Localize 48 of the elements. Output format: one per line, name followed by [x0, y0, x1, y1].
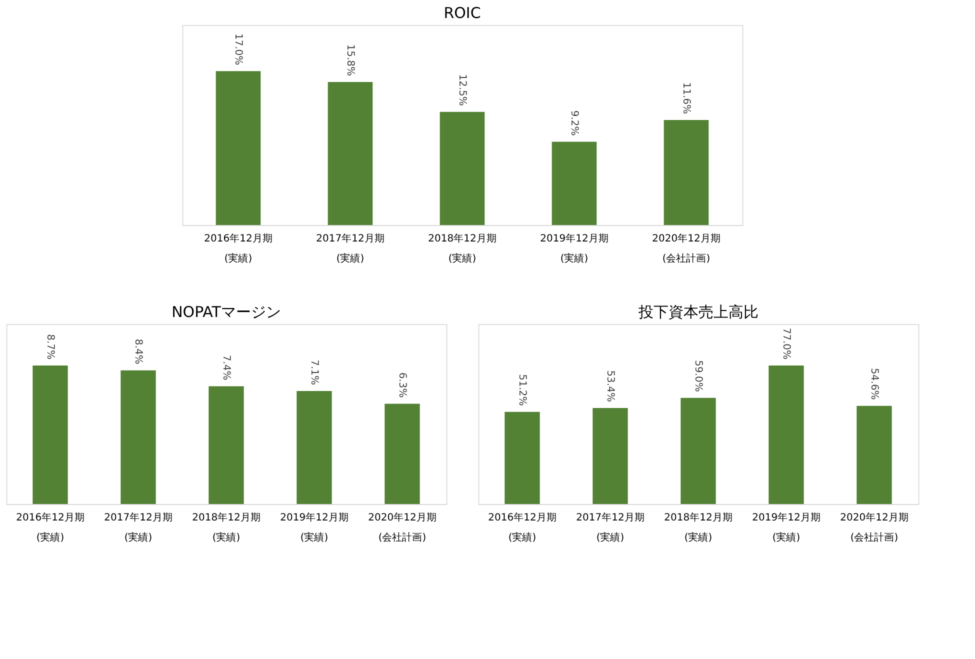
- data-label: 8.4%: [132, 338, 144, 364]
- x-tick-label: 2016年12月期 (実績): [204, 232, 272, 264]
- bar: [440, 112, 485, 225]
- chart-title: ROIC: [444, 4, 481, 22]
- x-tick-label: 2018年12月期 (実績): [428, 232, 496, 264]
- x-tick-label: 2017年12月期 (実績): [104, 512, 172, 544]
- data-label: 54.6%: [868, 368, 880, 400]
- x-tick-label: 2016年12月期 (実績): [16, 512, 84, 544]
- bar: [552, 142, 597, 225]
- bar: [856, 406, 892, 504]
- x-tick-label: 2017年12月期 (実績): [576, 512, 644, 544]
- data-label: 11.6%: [680, 82, 692, 114]
- data-label: 77.0%: [780, 328, 792, 360]
- chart-title: 投下資本売上高比: [637, 303, 758, 321]
- data-label: 59.0%: [692, 360, 704, 392]
- bar: [664, 120, 709, 225]
- bar: [216, 71, 261, 225]
- bar: [296, 391, 332, 504]
- bar: [384, 404, 420, 504]
- x-tick-label: 2019年12月期 (実績): [752, 512, 820, 544]
- bar: [328, 82, 373, 225]
- x-tick-label: 2018年12月期 (実績): [192, 512, 260, 544]
- bar: [120, 370, 156, 504]
- x-tick-label: 2016年12月期 (実績): [488, 512, 556, 544]
- data-label: 12.5%: [456, 74, 468, 106]
- data-label: 9.2%: [568, 110, 580, 136]
- x-tick-label: 2017年12月期 (実績): [316, 232, 384, 264]
- data-label: 6.3%: [396, 372, 408, 398]
- x-tick-label: 2019年12月期 (実績): [280, 512, 348, 544]
- data-label: 7.1%: [308, 360, 320, 386]
- x-tick-label: 2020年12月期 (会社計画): [368, 512, 436, 544]
- data-label: 15.8%: [344, 44, 356, 76]
- bar: [504, 412, 540, 504]
- x-tick-label: 2020年12月期 (会社計画): [840, 512, 908, 544]
- x-tick-label: 2018年12月期 (実績): [664, 512, 732, 544]
- data-label: 8.7%: [44, 334, 56, 360]
- data-label: 53.4%: [604, 370, 616, 402]
- x-tick-label: 2020年12月期 (会社計画): [652, 232, 720, 264]
- bar: [208, 386, 244, 504]
- data-label: 17.0%: [232, 33, 244, 66]
- bar: [768, 366, 804, 504]
- x-tick-label: 2019年12月期 (実績): [540, 232, 608, 264]
- data-label: 7.4%: [220, 354, 232, 380]
- bar: [32, 366, 68, 504]
- chart-title: NOPATマージン: [172, 303, 281, 321]
- bar: [592, 408, 628, 504]
- bar: [680, 398, 716, 504]
- data-label: 51.2%: [516, 374, 528, 406]
